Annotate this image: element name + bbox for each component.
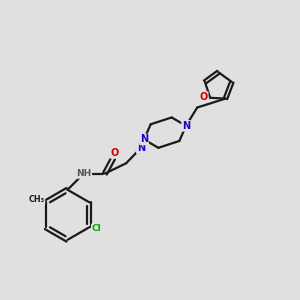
Text: O: O xyxy=(200,92,208,102)
Text: NH: NH xyxy=(76,169,92,178)
Text: CH₃: CH₃ xyxy=(28,195,44,204)
Text: O: O xyxy=(110,148,119,158)
Text: N: N xyxy=(182,121,190,131)
Text: Cl: Cl xyxy=(92,224,101,233)
Text: N: N xyxy=(140,134,148,145)
Text: N: N xyxy=(137,143,145,153)
